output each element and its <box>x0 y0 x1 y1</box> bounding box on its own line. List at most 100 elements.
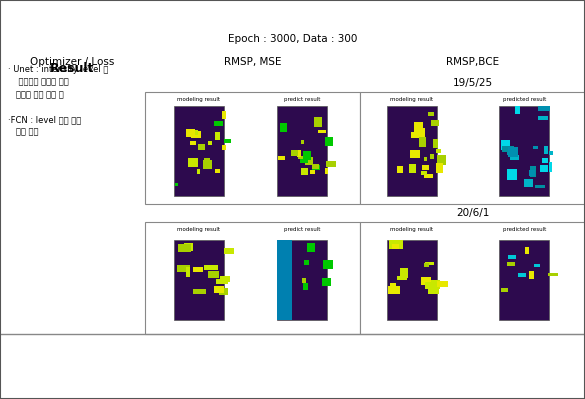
Bar <box>277 240 327 320</box>
Bar <box>204 265 218 270</box>
Bar <box>387 240 437 320</box>
Bar <box>415 128 425 137</box>
Bar <box>421 171 427 175</box>
Bar <box>388 286 400 294</box>
Bar <box>145 92 360 204</box>
Bar <box>307 243 315 251</box>
Bar <box>193 289 207 294</box>
Bar <box>424 174 433 178</box>
Bar <box>419 137 426 147</box>
Bar <box>145 74 585 92</box>
Text: 19/5/25: 19/5/25 <box>452 78 493 88</box>
Bar <box>175 184 178 186</box>
Bar <box>198 144 205 150</box>
Bar <box>0 50 145 74</box>
Bar <box>190 141 195 145</box>
Bar <box>174 106 223 196</box>
Bar <box>393 243 398 249</box>
Bar <box>177 265 190 272</box>
Bar <box>360 222 585 334</box>
Bar <box>549 151 553 155</box>
Bar <box>197 169 201 174</box>
Bar <box>202 160 212 169</box>
Bar <box>530 166 536 177</box>
Bar <box>360 50 585 74</box>
Bar <box>145 222 360 334</box>
Bar <box>431 120 439 126</box>
Bar <box>312 165 320 170</box>
Bar <box>325 168 328 174</box>
Bar <box>538 116 548 120</box>
Bar <box>397 276 407 280</box>
Bar <box>501 288 508 292</box>
Bar <box>436 280 448 287</box>
Text: RMSP, MSE: RMSP, MSE <box>223 57 281 67</box>
Bar <box>410 164 417 172</box>
Bar <box>387 106 437 196</box>
Text: predict result: predict result <box>284 97 320 102</box>
Bar <box>145 50 360 74</box>
Bar <box>529 170 535 176</box>
Bar <box>499 106 549 196</box>
Bar <box>390 285 395 289</box>
Bar <box>507 262 515 266</box>
Bar <box>214 121 223 126</box>
Bar <box>510 171 517 175</box>
Bar <box>303 151 311 160</box>
Bar <box>411 132 419 138</box>
Bar <box>548 273 558 276</box>
Text: Epoch : 3000, Data : 300: Epoch : 3000, Data : 300 <box>228 34 357 44</box>
Bar <box>301 140 304 144</box>
Bar <box>499 240 549 320</box>
Bar <box>507 170 517 180</box>
Text: · Unet : intensity level 및
    전체적인 정확도 높음
   날짜별 성능 차이 큼

·FCN : level 차이 존재
  : · Unet : intensity level 및 전체적인 정확도 높음 날… <box>8 65 108 137</box>
Text: predicted result: predicted result <box>503 97 546 102</box>
Bar <box>214 286 225 293</box>
Text: FCN: FCN <box>459 8 487 20</box>
Bar <box>178 244 191 251</box>
Bar <box>301 168 308 175</box>
Bar <box>430 154 434 159</box>
Bar <box>515 106 520 114</box>
Bar <box>390 283 396 289</box>
Bar <box>425 262 434 265</box>
Bar <box>502 146 514 152</box>
Bar <box>222 111 226 119</box>
Bar <box>310 170 315 174</box>
Bar <box>186 267 190 277</box>
Bar <box>174 240 223 320</box>
Bar <box>324 260 333 269</box>
Text: Result: Result <box>50 61 95 75</box>
Bar <box>145 0 360 28</box>
Bar <box>223 138 231 143</box>
Text: modeling result: modeling result <box>390 227 433 232</box>
Bar <box>428 280 440 289</box>
Bar <box>542 158 548 163</box>
Bar <box>535 185 545 188</box>
Bar <box>215 132 220 140</box>
Text: predicted result: predicted result <box>503 227 546 232</box>
Bar <box>507 152 511 155</box>
Bar <box>525 247 529 254</box>
Bar <box>222 144 226 150</box>
Bar <box>192 267 202 273</box>
Bar <box>305 157 314 165</box>
Bar <box>549 162 552 172</box>
Bar <box>326 160 336 167</box>
Bar <box>436 164 443 173</box>
Text: U-net: U-net <box>233 8 271 20</box>
Bar <box>208 141 212 145</box>
Bar <box>188 158 198 168</box>
Bar <box>397 166 403 173</box>
Bar <box>529 271 534 279</box>
Bar <box>436 155 446 165</box>
Bar <box>187 129 191 137</box>
Bar <box>191 131 201 138</box>
Text: predict result: predict result <box>284 227 320 232</box>
Bar <box>277 106 327 196</box>
Bar <box>415 122 423 132</box>
Bar <box>184 243 193 251</box>
Bar <box>177 265 185 270</box>
Bar <box>291 150 298 156</box>
Bar <box>428 112 434 116</box>
